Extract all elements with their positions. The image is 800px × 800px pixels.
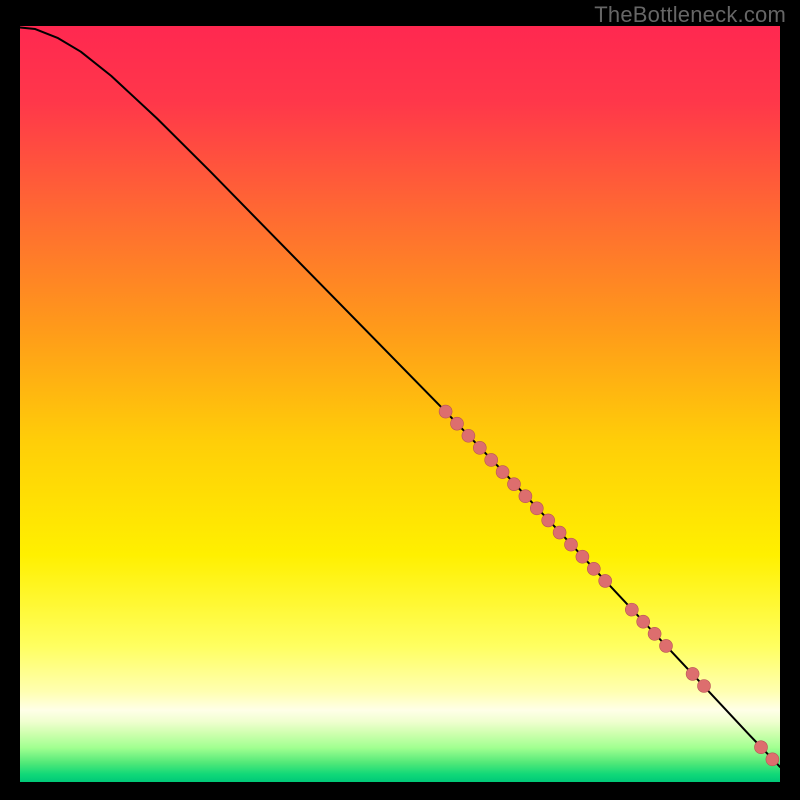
data-point-marker — [660, 639, 673, 652]
bottleneck-chart — [0, 0, 800, 800]
data-point-marker — [587, 562, 600, 575]
data-point-marker — [625, 603, 638, 616]
data-point-marker — [553, 526, 566, 539]
plot-background — [20, 26, 780, 782]
data-point-marker — [637, 615, 650, 628]
chart-stage: TheBottleneck.com — [0, 0, 800, 800]
data-point-marker — [508, 478, 521, 491]
data-point-marker — [439, 405, 452, 418]
data-point-marker — [648, 627, 661, 640]
data-point-marker — [462, 429, 475, 442]
data-point-marker — [451, 417, 464, 430]
data-point-marker — [485, 453, 498, 466]
data-point-marker — [519, 490, 532, 503]
data-point-marker — [766, 753, 779, 766]
data-point-marker — [755, 741, 768, 754]
data-point-marker — [686, 667, 699, 680]
data-point-marker — [599, 574, 612, 587]
watermark-text: TheBottleneck.com — [594, 2, 786, 28]
data-point-marker — [576, 550, 589, 563]
data-point-marker — [496, 466, 509, 479]
data-point-marker — [698, 679, 711, 692]
data-point-marker — [530, 502, 543, 515]
data-point-marker — [473, 441, 486, 454]
data-point-marker — [565, 538, 578, 551]
data-point-marker — [542, 514, 555, 527]
